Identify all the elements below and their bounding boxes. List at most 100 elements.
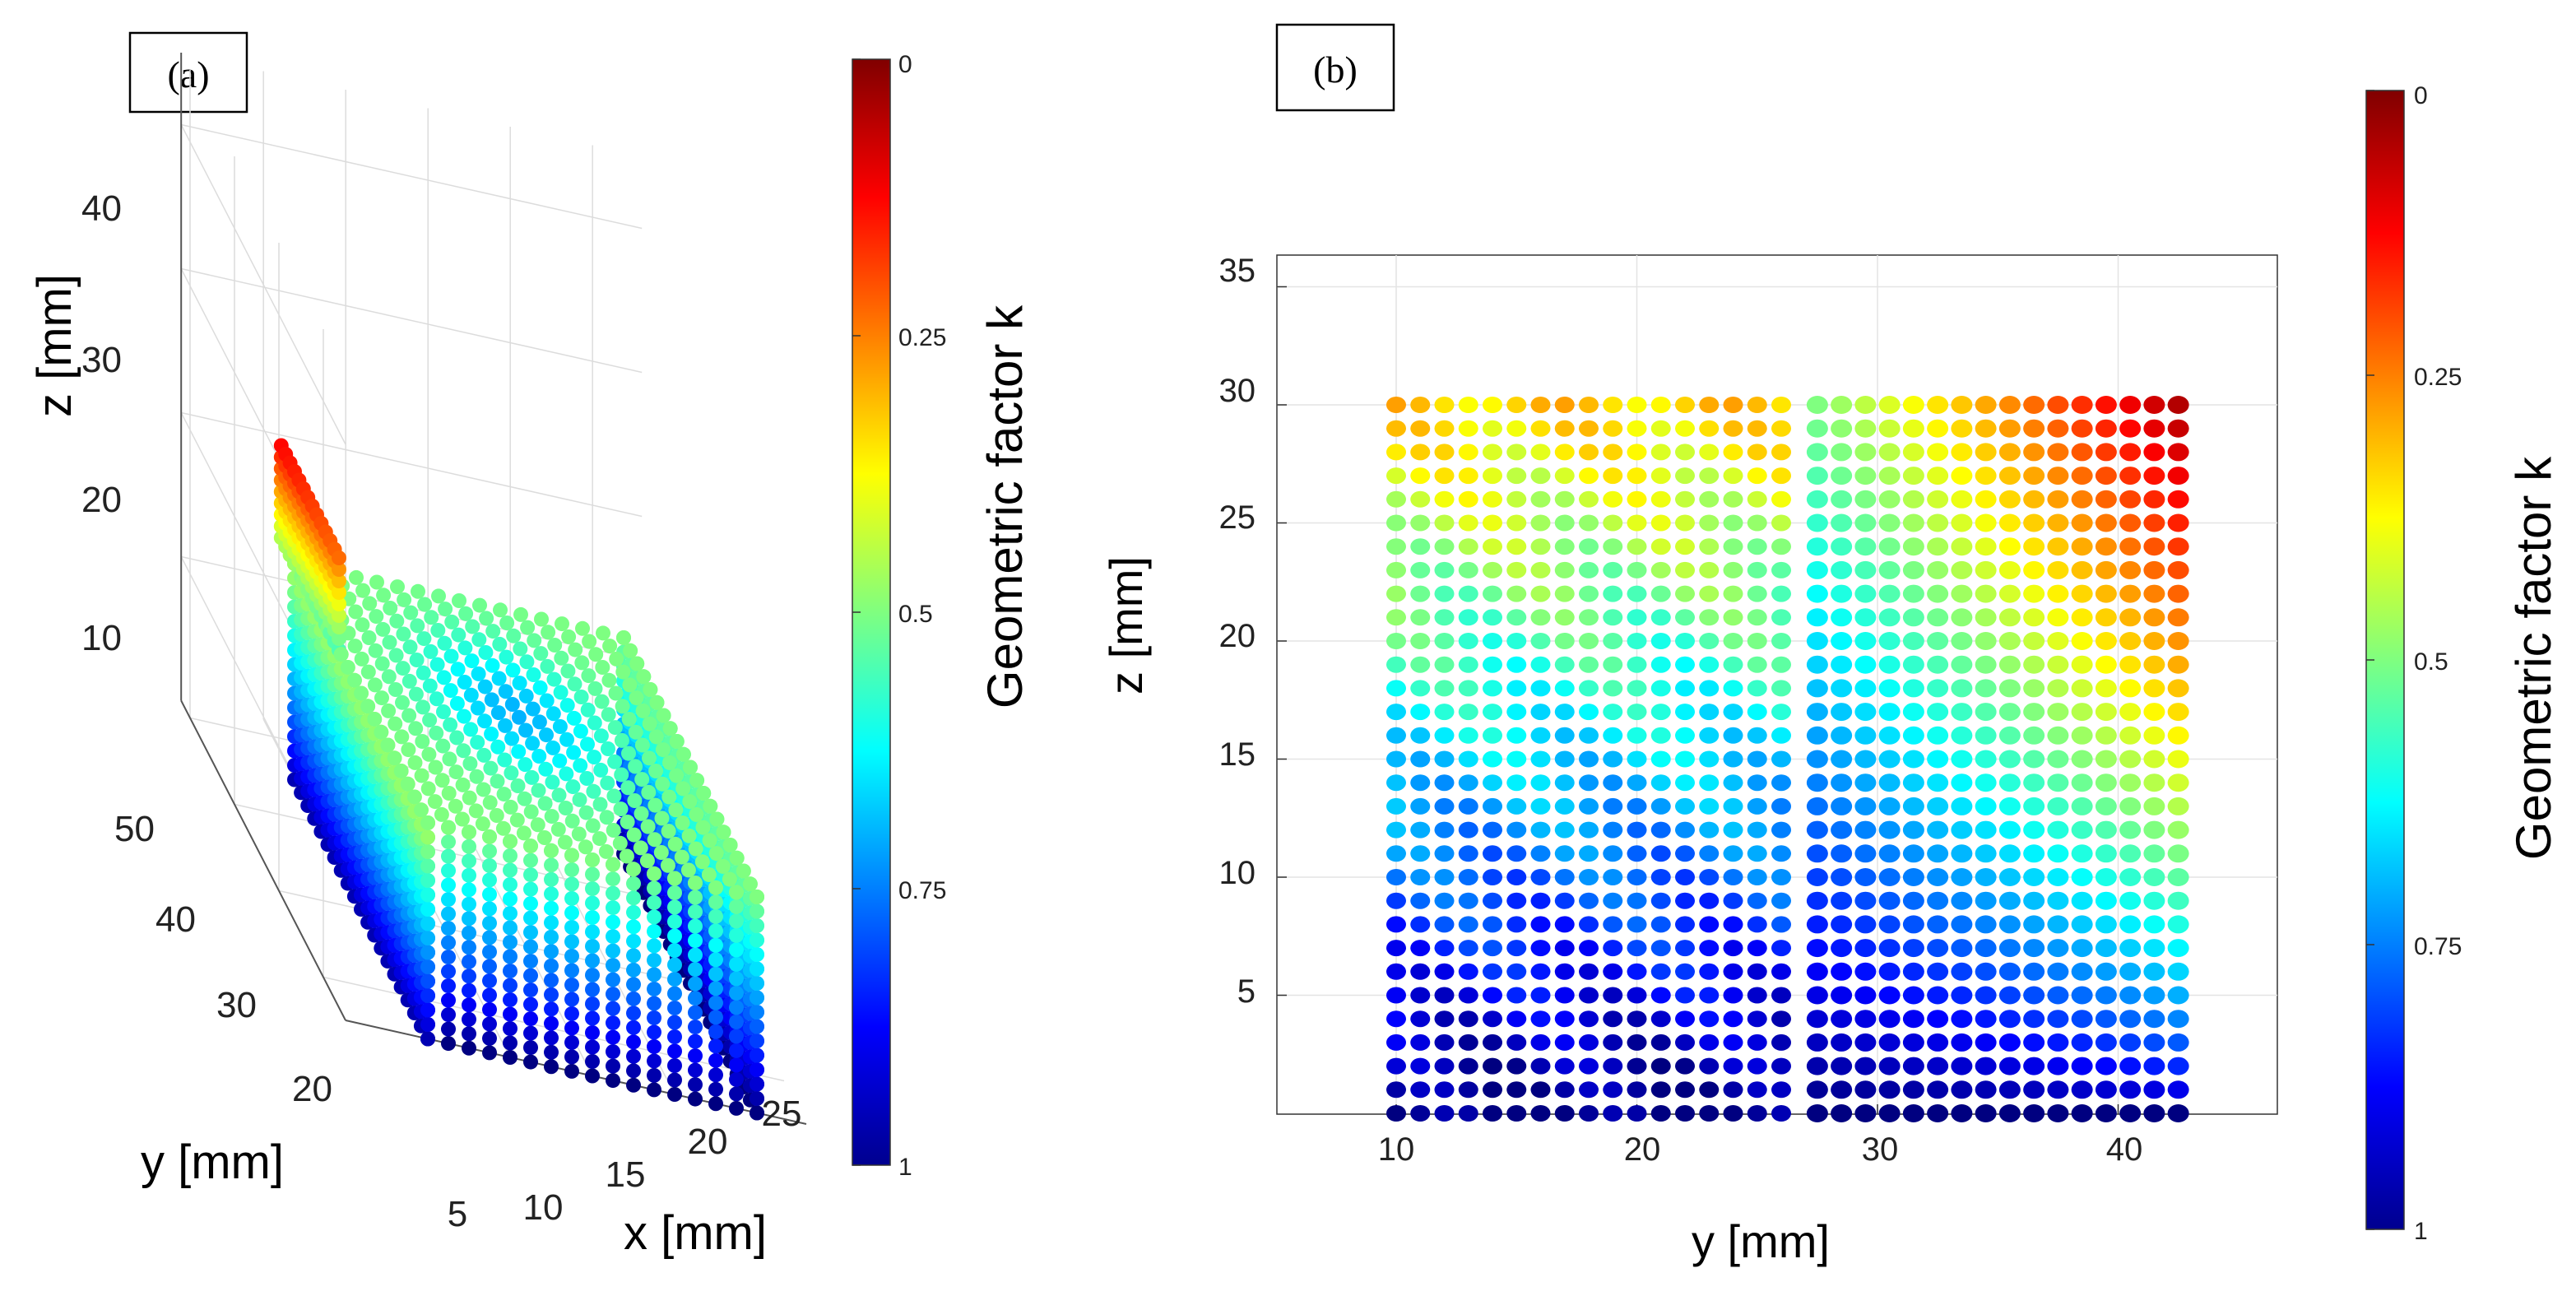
b-point	[2119, 773, 2142, 792]
b-point	[1410, 892, 1431, 909]
a-point	[482, 944, 497, 959]
b-point	[1951, 726, 1973, 745]
b-point	[1506, 940, 1527, 957]
b-point	[1530, 467, 1551, 485]
a-point	[448, 798, 463, 814]
b-point	[1699, 467, 1720, 485]
b-point	[1927, 560, 1949, 579]
a-point	[503, 799, 518, 815]
b-point	[1902, 655, 1924, 674]
b-point	[1506, 704, 1527, 721]
b-point	[1386, 585, 1406, 602]
a-point	[600, 775, 615, 791]
b-point	[1506, 467, 1527, 485]
b-point	[1927, 419, 1949, 438]
b-point	[1483, 1105, 1502, 1122]
a-point	[564, 948, 579, 964]
b-point	[1554, 585, 1575, 602]
a-point	[413, 802, 429, 818]
a-point	[523, 896, 538, 912]
b-point	[1458, 633, 1478, 649]
b-colorbar-ticks	[2366, 90, 2374, 1230]
b-point	[1747, 680, 1767, 697]
a-point	[585, 881, 600, 896]
a-point	[490, 739, 506, 755]
a-point	[667, 1087, 682, 1102]
a-point	[402, 639, 418, 655]
b-point	[1675, 797, 1695, 815]
a-point	[534, 611, 549, 627]
b-point	[1998, 962, 2021, 981]
a-point	[332, 585, 346, 600]
b-point	[1434, 609, 1455, 626]
a-point	[585, 924, 600, 940]
a-point	[564, 905, 579, 921]
b-point	[1806, 703, 1828, 722]
a-point	[525, 736, 541, 751]
b-point	[1410, 1081, 1431, 1099]
a-point	[523, 881, 538, 897]
a-point	[694, 854, 710, 870]
b-point	[1723, 869, 1743, 885]
b-point	[1951, 560, 1973, 579]
b-point	[2167, 1057, 2189, 1075]
a-point	[648, 729, 664, 745]
b-point	[1530, 514, 1551, 532]
b-point	[1806, 962, 1828, 981]
a-point	[633, 840, 648, 856]
a-point	[688, 1077, 703, 1093]
a-point	[420, 815, 435, 830]
a-point	[532, 680, 548, 695]
a-point	[406, 789, 422, 805]
b-cbtick-0.75: 0.75	[2414, 933, 2462, 960]
b-yticks: 5 10 15 20 25 30 35	[1219, 253, 1256, 1010]
b-point	[2143, 513, 2165, 532]
b-point	[1554, 892, 1575, 909]
a-point	[464, 653, 480, 669]
b-point	[1458, 940, 1478, 957]
b-xlabel: y [mm]	[1692, 1215, 1830, 1267]
b-point	[1771, 490, 1791, 508]
b-point	[1434, 397, 1455, 413]
b-point	[2071, 632, 2093, 650]
a-point	[606, 943, 620, 959]
b-point	[1831, 726, 1853, 745]
a-point	[615, 699, 630, 714]
a-point	[462, 911, 476, 927]
a-point	[722, 871, 737, 887]
b-point	[1854, 986, 1877, 1005]
a-point	[332, 574, 346, 588]
a-ytick-20: 20	[292, 1069, 332, 1109]
b-point	[2167, 490, 2189, 509]
b-point	[1854, 632, 1877, 650]
b-point	[1975, 537, 1997, 556]
a-point	[654, 811, 670, 826]
b-point	[2047, 1080, 2069, 1099]
a-point	[564, 876, 579, 892]
a-point	[729, 942, 744, 958]
b-point	[1747, 892, 1767, 909]
a-point	[544, 871, 559, 887]
a-point	[497, 752, 513, 768]
a-point	[667, 1015, 682, 1030]
b-point	[1434, 892, 1455, 909]
b-point	[1458, 963, 1478, 980]
b-point	[2143, 443, 2165, 462]
b-point	[1747, 1057, 1767, 1075]
b-point	[1554, 821, 1575, 838]
b-point	[2167, 419, 2189, 438]
a-point	[607, 754, 623, 769]
b-point	[1831, 797, 1853, 815]
b-point	[1458, 609, 1478, 626]
b-point	[1650, 514, 1671, 532]
b-point	[1386, 963, 1406, 980]
a-point	[716, 825, 731, 840]
b-point	[1603, 444, 1623, 461]
b-point	[2167, 537, 2189, 556]
a-point	[729, 899, 744, 914]
b-point	[2071, 537, 2093, 556]
b-point	[2071, 820, 2093, 839]
a-point	[649, 694, 665, 710]
b-point	[1927, 915, 1949, 934]
a-point	[395, 661, 411, 676]
